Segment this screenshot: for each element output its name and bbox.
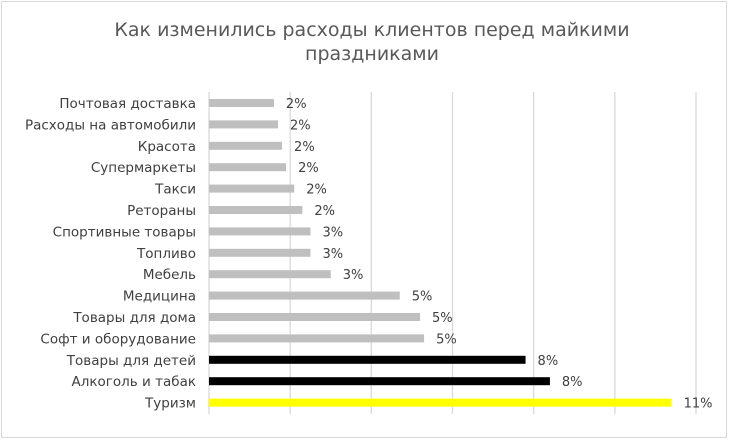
data-label: 2% bbox=[306, 183, 327, 198]
bar bbox=[209, 291, 400, 300]
category-label: Товары для детей bbox=[66, 353, 196, 369]
category-label: Товары для дома bbox=[72, 310, 196, 326]
category-label: Спортивные товары bbox=[53, 224, 196, 240]
bar bbox=[209, 377, 550, 386]
chart-title-line-2: праздниками bbox=[305, 43, 439, 65]
data-label: 2% bbox=[294, 140, 315, 155]
data-label: 3% bbox=[322, 225, 343, 240]
bar bbox=[209, 313, 421, 321]
data-label: 5% bbox=[436, 332, 457, 347]
bar bbox=[209, 206, 303, 214]
data-label: 2% bbox=[290, 118, 311, 133]
bar bbox=[209, 355, 526, 364]
bar bbox=[209, 141, 283, 150]
bar bbox=[209, 248, 311, 257]
category-label: Ретораны bbox=[127, 203, 196, 219]
category-label: Туризм bbox=[144, 396, 196, 412]
data-label: 3% bbox=[322, 247, 343, 262]
data-label: 2% bbox=[314, 204, 335, 219]
data-label: 2% bbox=[286, 97, 307, 112]
bar bbox=[209, 99, 274, 107]
category-label: Алкоголь и табак bbox=[72, 374, 196, 390]
category-label: Такси bbox=[154, 182, 196, 198]
data-label: 8% bbox=[562, 375, 583, 390]
data-label: 5% bbox=[412, 290, 433, 305]
category-label: Расходы на автомобили bbox=[25, 117, 196, 133]
chart-title: Как изменились расходы клиентов перед ма… bbox=[0, 18, 730, 66]
bar bbox=[209, 334, 425, 343]
category-label: Медицина bbox=[123, 289, 196, 305]
bar bbox=[209, 398, 672, 407]
category-label: Софт и оборудование bbox=[40, 331, 196, 347]
data-label: 11% bbox=[684, 397, 713, 412]
bar bbox=[209, 120, 278, 129]
chart-title-line-1: Как изменились расходы клиентов перед ма… bbox=[114, 19, 630, 41]
bar bbox=[209, 184, 295, 193]
data-label: 3% bbox=[343, 268, 364, 283]
category-label: Мебель bbox=[143, 267, 196, 283]
data-label: 5% bbox=[432, 311, 453, 326]
category-label: Красота bbox=[138, 139, 196, 155]
category-label: Топливо bbox=[136, 246, 196, 262]
bar bbox=[209, 270, 331, 279]
bar bbox=[209, 227, 311, 236]
category-label: Почтовая доставка bbox=[59, 96, 196, 112]
bar bbox=[209, 163, 287, 172]
category-label: Супермаркеты bbox=[91, 160, 196, 176]
data-label: 2% bbox=[298, 161, 319, 176]
data-label: 8% bbox=[538, 354, 559, 369]
